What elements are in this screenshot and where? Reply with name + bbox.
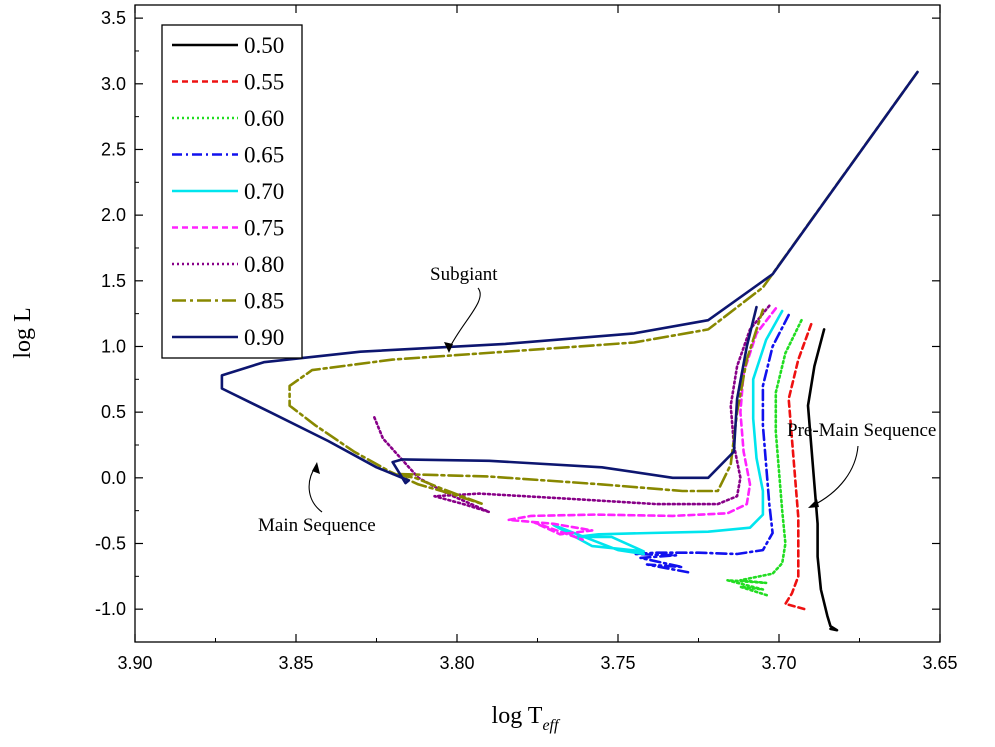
y-axis: -1.0 -0.5 0.0 0.5 1.0 1.5 2.0 2.5 3.0 3.5 <box>95 8 940 619</box>
x-axis: 3.90 3.85 3.80 3.75 3.70 3.65 <box>117 5 958 673</box>
y-tick-label: 0.5 <box>101 402 126 422</box>
legend-label: 0.80 <box>244 252 284 277</box>
y-tick-label: 1.5 <box>101 271 126 291</box>
series-line-0-75 <box>507 307 778 541</box>
x-tick-label: 3.75 <box>600 653 635 673</box>
y-tick-label: 2.0 <box>101 205 126 225</box>
series-line-0-90 <box>220 70 919 485</box>
y-tick-label: 3.0 <box>101 74 126 94</box>
series-line-0-85 <box>288 70 919 506</box>
x-tick-label: 3.80 <box>439 653 474 673</box>
annotation-main-sequence-label: Main Sequence <box>258 515 376 536</box>
series-line-0-55 <box>784 322 813 611</box>
y-tick-label: -1.0 <box>95 599 126 619</box>
y-tick-label: -0.5 <box>95 533 126 553</box>
y-tick-label: 3.5 <box>101 8 126 28</box>
x-axis-title: log Teff <box>492 703 561 734</box>
annotation-subgiant-label: Subgiant <box>430 264 498 285</box>
series-line-0-60 <box>726 318 803 598</box>
x-tick-label: 3.70 <box>761 653 796 673</box>
legend-label: 0.50 <box>244 33 284 58</box>
legend: 0.50 0.55 0.60 0.65 0.70 0.75 0.80 0.85 0.90 <box>161 24 303 359</box>
legend-label: 0.85 <box>244 289 284 314</box>
legend-label: 0.55 <box>244 70 284 95</box>
x-tick-label: 3.85 <box>278 653 313 673</box>
y-tick-label: 2.5 <box>101 139 126 159</box>
annotation-main-sequence: Main Sequence <box>258 462 376 536</box>
x-tick-label: 3.65 <box>922 653 957 673</box>
y-tick-label: 1.0 <box>101 336 126 356</box>
y-tick-label: 0.0 <box>101 468 126 488</box>
legend-label: 0.65 <box>244 143 284 168</box>
y-axis-title: log L <box>10 307 36 358</box>
legend-label: 0.70 <box>244 179 284 204</box>
legend-label: 0.90 <box>244 325 284 350</box>
legend-label: 0.75 <box>244 216 284 241</box>
series-layer <box>220 70 919 632</box>
x-tick-label: 3.90 <box>117 653 152 673</box>
series-line-0-70 <box>552 309 784 556</box>
legend-label: 0.60 <box>244 106 284 131</box>
annotation-pre-main-sequence: Pre-Main Sequence <box>787 420 936 508</box>
annotation-pre-main-sequence-label: Pre-Main Sequence <box>787 420 936 441</box>
series-line-0-65 <box>632 313 790 574</box>
series-line-0-50 <box>806 328 839 632</box>
annotation-subgiant: Subgiant <box>430 264 498 353</box>
